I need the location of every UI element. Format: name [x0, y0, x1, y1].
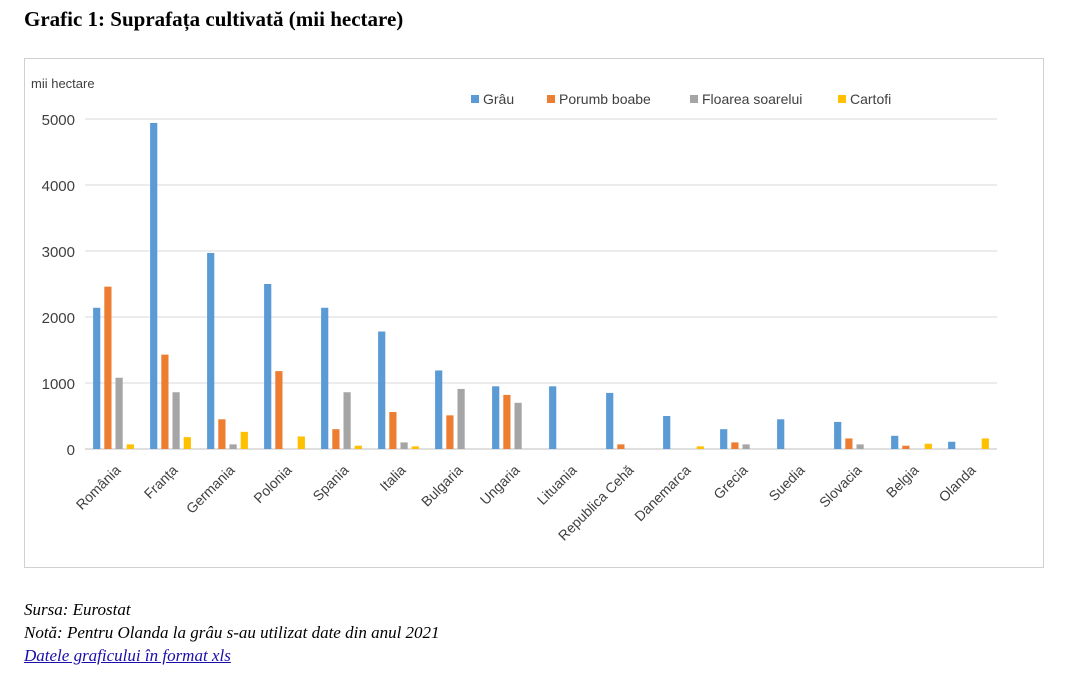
x-tick-label: Spania	[309, 462, 351, 504]
bar	[104, 286, 112, 449]
y-tick-label: 0	[67, 442, 75, 459]
legend-swatch	[838, 95, 846, 103]
bar	[435, 370, 443, 449]
bar	[115, 377, 123, 449]
bar	[400, 442, 408, 449]
y-tick-label: 4000	[42, 178, 75, 195]
bar	[446, 415, 454, 449]
bar	[321, 307, 329, 449]
bar	[742, 444, 750, 449]
legend-label: Porumb boabe	[559, 91, 651, 107]
chart-title: Grafic 1: Suprafața cultivată (mii hecta…	[24, 7, 404, 31]
y-tick-label: 1000	[42, 376, 75, 393]
x-tick-label: Grecia	[710, 462, 751, 503]
bar	[492, 386, 500, 449]
x-tick-label: Lituania	[534, 462, 580, 508]
bar	[264, 284, 272, 449]
x-tick-label: Suedia	[765, 462, 807, 504]
x-tick-label: Ungaria	[477, 462, 523, 508]
note-text: Notă: Pentru Olanda la grâu s-au utiliza…	[24, 623, 440, 642]
bar	[172, 392, 180, 449]
y-tick-label: 5000	[42, 112, 75, 129]
legend-swatch	[471, 95, 479, 103]
bar	[606, 392, 614, 449]
x-tick-label: România	[73, 462, 124, 513]
bar	[902, 445, 910, 449]
legend-swatch	[547, 95, 555, 103]
bar	[354, 445, 362, 449]
x-tick-label: Franța	[141, 462, 181, 502]
bar	[891, 435, 899, 449]
legend-label: Floarea soarelui	[702, 91, 802, 107]
bar	[663, 416, 671, 449]
bar	[834, 421, 842, 449]
bar	[777, 419, 785, 449]
bar	[411, 446, 419, 449]
source-text: Sursa: Eurostat	[24, 600, 131, 619]
footer: Sursa: Eurostat Notă: Pentru Olanda la g…	[24, 598, 440, 667]
bar	[696, 446, 704, 449]
x-tick-label: Bulgaria	[418, 462, 466, 510]
y-axis-label: mii hectare	[31, 76, 95, 91]
bar	[549, 386, 557, 449]
bar	[93, 307, 101, 449]
bar	[731, 442, 739, 449]
bar	[240, 431, 248, 449]
bar	[150, 122, 158, 450]
y-tick-label: 2000	[42, 310, 75, 327]
legend: Grâu Porumb boabe Floarea soarelui Cartofi	[471, 91, 891, 107]
chart-area: mii hectare 0 1000 2000 3000 4000 5000 Români…	[24, 58, 1044, 568]
bar	[389, 412, 397, 449]
bar	[297, 436, 305, 449]
bar	[229, 444, 237, 449]
bar	[503, 394, 511, 449]
bar	[207, 252, 215, 449]
bar	[343, 392, 351, 449]
legend-label: Grâu	[483, 91, 514, 107]
bar	[924, 443, 932, 449]
bar	[617, 444, 625, 449]
xls-data-link[interactable]: Datele graficului în format xls	[24, 646, 231, 665]
bar	[948, 441, 956, 449]
legend-label: Cartofi	[850, 91, 891, 107]
bar	[218, 419, 226, 449]
bar	[720, 429, 728, 449]
bar	[514, 402, 522, 449]
x-tick-label: Italia	[376, 462, 408, 494]
bar	[845, 438, 853, 449]
bar	[275, 371, 283, 449]
y-tick-label: 3000	[42, 244, 75, 261]
gridlines	[85, 118, 997, 450]
x-tick-labels: România Franța Germania Polonia Spania Italia…	[73, 462, 979, 544]
x-tick-label: Germania	[183, 462, 238, 517]
x-tick-label: Belgia	[883, 462, 922, 501]
bars	[93, 122, 989, 450]
y-tick-labels: 0 1000 2000 3000 4000 5000	[42, 112, 75, 459]
x-tick-label: Olanda	[935, 462, 978, 505]
bar	[126, 444, 134, 449]
bar-chart: mii hectare 0 1000 2000 3000 4000 5000 Români…	[31, 76, 997, 544]
bar	[457, 388, 465, 449]
bar	[378, 331, 386, 449]
bar	[856, 444, 864, 449]
bar	[332, 429, 340, 449]
legend-swatch	[690, 95, 698, 103]
x-tick-label: Polonia	[250, 462, 294, 506]
bar	[183, 437, 191, 449]
x-tick-label: Slovacia	[816, 462, 865, 511]
bar	[981, 438, 989, 449]
bar	[161, 354, 169, 449]
x-tick-label: Danemarca	[631, 462, 694, 525]
